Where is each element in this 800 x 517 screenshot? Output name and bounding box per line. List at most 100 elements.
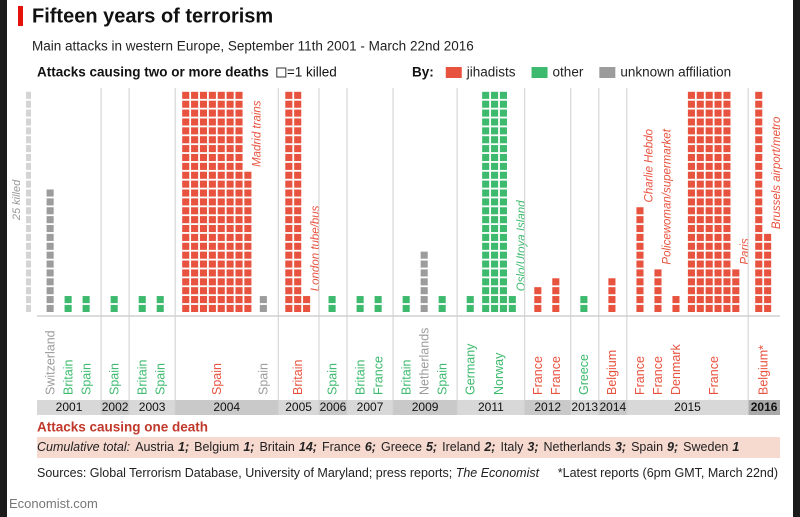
unit-square — [217, 189, 225, 197]
unit-square — [482, 269, 490, 277]
legend-label: jihadists — [466, 65, 516, 80]
unit-square — [696, 127, 704, 135]
unit-square — [285, 198, 293, 206]
attack-annotation: Brussels airport/metro — [771, 116, 783, 229]
country-label: France — [531, 356, 545, 395]
unit-square — [182, 296, 190, 304]
unit-square — [226, 287, 234, 295]
unit-square — [191, 171, 199, 179]
unit-square — [208, 189, 216, 197]
unit-square — [226, 242, 234, 250]
year-band — [175, 400, 279, 415]
unit-square — [723, 251, 731, 259]
unit-square — [696, 233, 704, 241]
unit-square — [285, 171, 293, 179]
legend-label: other — [553, 65, 584, 80]
unit-square — [714, 233, 722, 241]
attack-stack — [328, 296, 336, 312]
unit-square — [491, 216, 499, 224]
unit-square — [208, 100, 216, 108]
unit-square — [723, 100, 731, 108]
attack-annotation: Paris — [739, 238, 751, 264]
unit-square — [499, 100, 507, 108]
attack-stack — [182, 91, 252, 312]
unit-square — [654, 287, 662, 295]
attack-stack — [420, 251, 428, 312]
unit-square — [226, 296, 234, 304]
unit-square — [705, 127, 713, 135]
unit-square — [217, 304, 225, 312]
unit-square — [687, 91, 695, 99]
unit-square — [723, 278, 731, 286]
unit-square — [235, 216, 243, 224]
unit-square — [294, 118, 302, 126]
unit-square — [482, 180, 490, 188]
unit-square — [199, 216, 208, 224]
unit-square — [208, 153, 216, 162]
unit-square — [491, 242, 499, 250]
unit-square — [534, 287, 542, 295]
unit-square — [226, 171, 234, 179]
unit-square — [499, 287, 507, 295]
attack-annotation: Charlie Hebdo — [644, 128, 656, 202]
unit-square — [235, 145, 243, 153]
scale-unit — [26, 269, 31, 277]
unit-square — [580, 304, 588, 312]
attack-stack — [672, 296, 680, 312]
unit-square — [244, 225, 252, 233]
unit-square — [482, 216, 490, 224]
country-label: Belgium* — [756, 345, 770, 395]
unit-square — [244, 260, 252, 268]
unit-square — [294, 260, 302, 268]
unit-square — [755, 296, 763, 304]
unit-square — [64, 296, 72, 304]
unit-square — [687, 251, 695, 259]
country-label: Spain — [257, 363, 271, 395]
unit-square — [199, 251, 208, 259]
unit-square — [294, 145, 302, 153]
unit-square — [764, 304, 772, 312]
unit-square — [199, 100, 208, 108]
unit-square — [764, 287, 772, 295]
unit-square — [285, 127, 293, 135]
cumulative-country: Spain — [631, 440, 664, 454]
scale-unit — [26, 233, 31, 241]
unit-square — [182, 233, 190, 241]
unit-square — [208, 304, 216, 312]
year-band — [37, 400, 102, 415]
unit-square — [705, 136, 713, 144]
unit-square — [687, 242, 695, 250]
unit-square — [499, 109, 507, 117]
unit-square — [235, 278, 243, 286]
unit-square — [217, 233, 225, 241]
unit-square — [654, 278, 662, 286]
cumulative-item: Netherlands 3; — [539, 440, 627, 454]
unit-square — [714, 109, 722, 117]
unit-square — [199, 136, 208, 144]
unit-square — [303, 304, 311, 312]
unit-square — [217, 251, 225, 259]
country-label: France — [651, 356, 665, 395]
unit-square — [191, 91, 199, 99]
unit-square — [755, 109, 763, 117]
unit-square — [696, 304, 704, 312]
cumulative-item: Spain 9; — [626, 440, 678, 454]
unit-square — [235, 180, 243, 188]
unit-square — [608, 296, 616, 304]
unit-square — [244, 296, 252, 304]
unit-square — [755, 153, 763, 162]
unit-square — [687, 189, 695, 197]
unit-square — [285, 225, 293, 233]
unit-square — [199, 260, 208, 268]
attack-stack — [608, 278, 616, 312]
year-label: 2005 — [285, 400, 312, 414]
unit-square — [723, 304, 731, 312]
unit-square — [636, 225, 644, 233]
unit-square — [687, 100, 695, 108]
unit-square — [755, 269, 763, 277]
section-heading: Attacks causing one death — [37, 420, 208, 435]
unit-square — [482, 296, 490, 304]
unit-square — [259, 296, 267, 304]
country-label: Britain — [135, 360, 149, 395]
